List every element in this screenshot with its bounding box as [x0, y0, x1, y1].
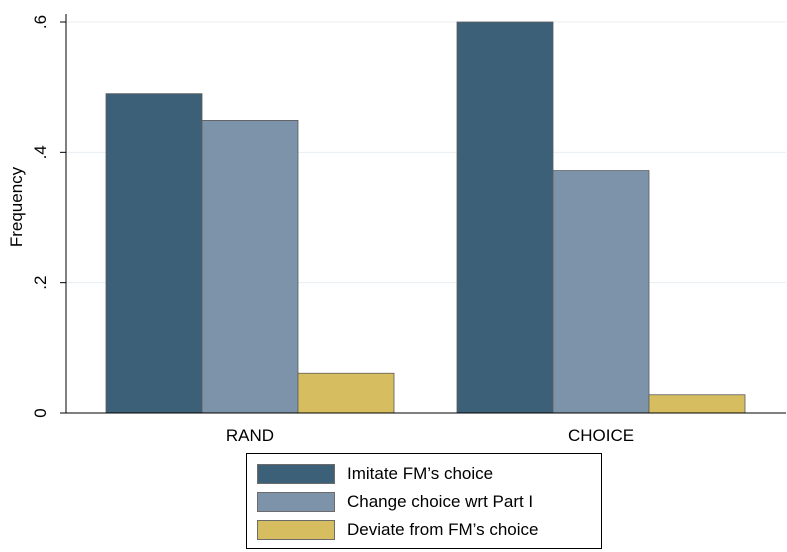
bar [648, 394, 746, 414]
x-category-label: RAND [226, 426, 274, 445]
legend-item: Imitate FM’s choice [257, 462, 493, 486]
y-tick-label: 0 [31, 408, 50, 417]
bar [297, 372, 395, 414]
y-tick-label: .6 [31, 15, 50, 29]
y-tick-label: .4 [31, 145, 50, 159]
legend-swatch [257, 520, 335, 540]
y-tick-label: .2 [31, 276, 50, 290]
legend-label: Deviate from FM’s choice [347, 520, 539, 539]
legend-item: Deviate from FM’s choice [257, 518, 538, 542]
bar [105, 93, 203, 414]
y-axis-title: Frequency [7, 166, 26, 247]
legend-label: Change choice wrt Part I [347, 492, 534, 511]
legend-swatch [257, 464, 335, 484]
bars [105, 21, 746, 414]
x-category-labels: RAND CHOICE [226, 426, 634, 445]
legend-label: Imitate FM’s choice [347, 464, 494, 483]
bar [201, 120, 299, 414]
legend-swatch [257, 492, 335, 512]
legend-item: Change choice wrt Part I [257, 490, 533, 514]
bar [552, 170, 650, 414]
legend: Imitate FM’s choice Change choice wrt Pa… [246, 453, 602, 549]
x-category-label: CHOICE [568, 426, 634, 445]
bar [456, 21, 554, 414]
y-ticks: 0 .2 .4 .6 [31, 15, 66, 418]
